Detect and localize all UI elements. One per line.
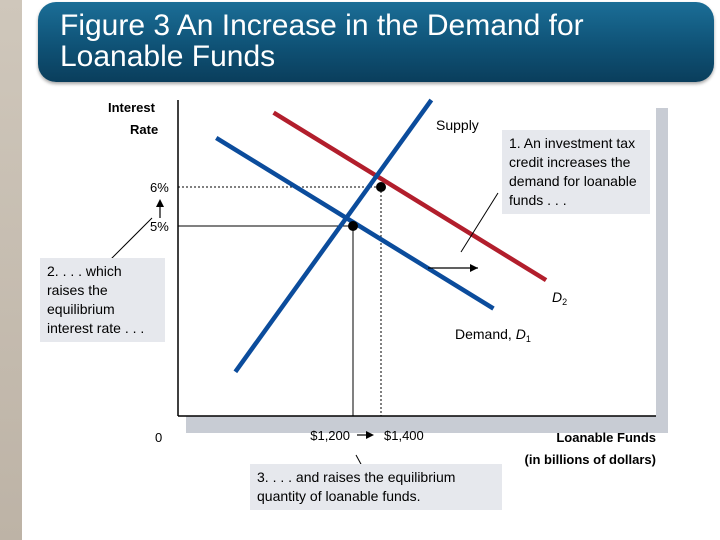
y-axis-label-line1: Interest [108, 100, 156, 115]
callout-investment-credit: 1. An investment tax credit increases th… [502, 130, 650, 214]
supply-curve [233, 98, 434, 374]
supply-label: Supply [436, 117, 479, 133]
copyright-text: Copyright©2004 South-Western [608, 527, 708, 534]
y-axis-label-line2: Rate [130, 122, 158, 137]
callout2-pointer [107, 217, 153, 263]
title-bar [38, 2, 714, 82]
quantity-arrowhead [366, 431, 374, 439]
x-axis-label-line1: Loanable Funds [556, 430, 656, 445]
x-axis-label-line2: (in billions of dollars) [525, 452, 656, 467]
demand2-curve [272, 110, 548, 283]
tick-labels: 6% 5% $1,200 $1,400 [150, 180, 424, 443]
callout-raises-rate: 2. . . . which raises the equilibrium in… [40, 258, 165, 342]
shift-arrowhead [470, 264, 478, 272]
callout1-pointer [460, 192, 499, 253]
x-tick-label: $1,400 [384, 428, 424, 443]
demand1-label: Demand, D1 [455, 326, 531, 344]
axis-labels: Interest Rate Loanable Funds (in billion… [108, 100, 656, 467]
callout-raises-quantity: 3. . . . and raises the equilibrium quan… [250, 464, 502, 510]
equilibrium-points [348, 182, 386, 231]
curve-labels: Supply Demand, D1 D2 [436, 117, 567, 344]
y-tick-label: 5% [150, 219, 169, 234]
origin-label: 0 [155, 430, 162, 445]
y-tick-label: 6% [150, 180, 169, 195]
equilibrium-point-e1 [348, 221, 358, 231]
demand2-label: D2 [552, 289, 567, 307]
annotation-arrows [107, 192, 499, 467]
page-title: Figure 3 An Increase in the Demand for L… [60, 9, 584, 73]
equilibrium-point-e2 [376, 182, 386, 192]
guide-lines [178, 186, 382, 416]
x-tick-label: $1,200 [310, 428, 350, 443]
background-band [0, 0, 22, 540]
rate-arrowhead [156, 199, 164, 207]
